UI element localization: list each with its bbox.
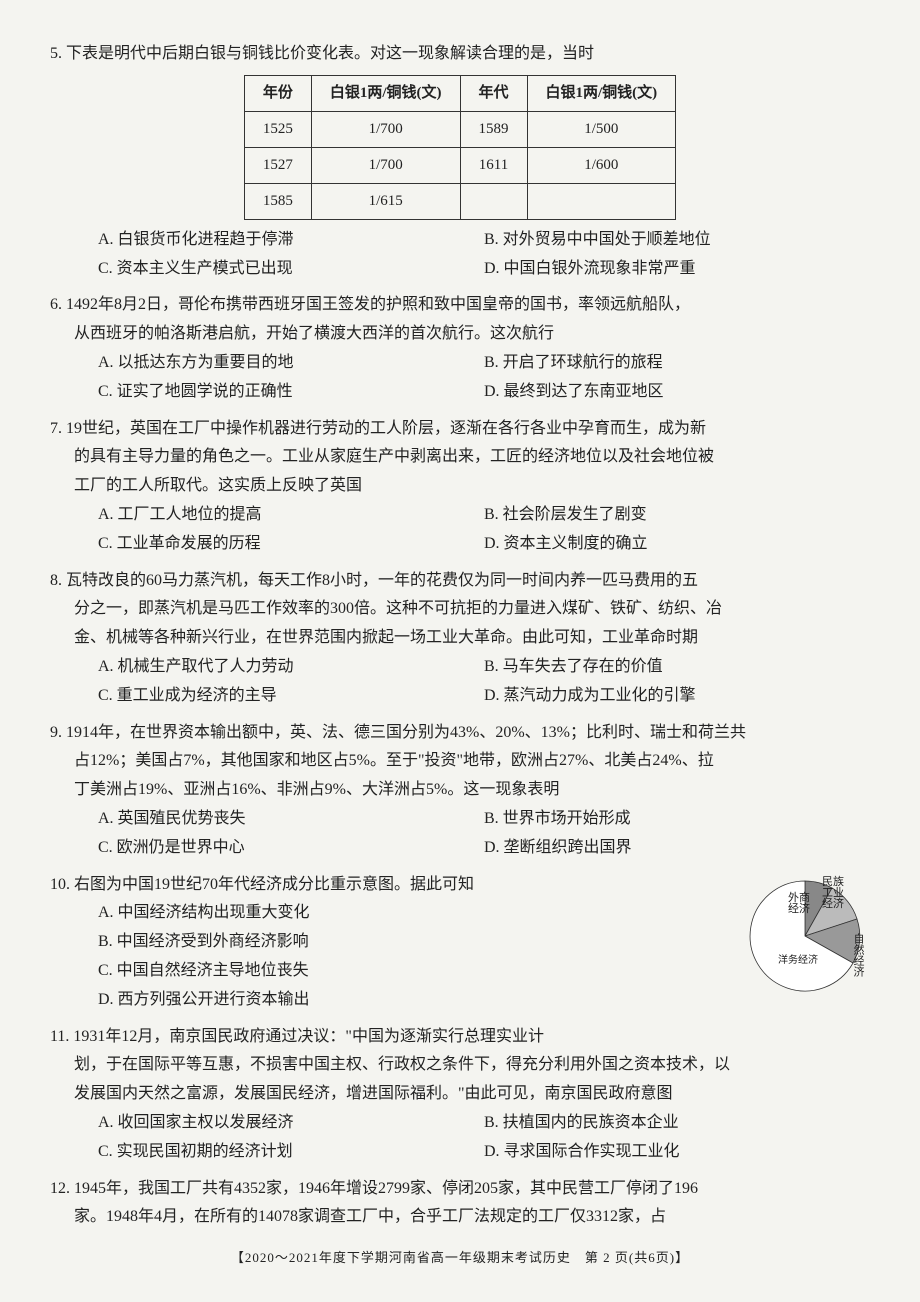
q11-stem-cont2: 发展国内天然之富源，发展国民经济，增进国际福利。"由此可见，南京国民政府意图 [50,1080,870,1109]
q12-stem-cont: 家。1948年4月，在所有的14078家调查工厂中，合乎工厂法规定的工厂仅331… [50,1203,870,1232]
question-5: 5. 下表是明代中后期白银与铜钱比价变化表。对这一现象解读合理的是，当时 年份 … [50,40,870,283]
q5-option-c: C. 资本主义生产模式已出现 [98,255,484,284]
question-12: 12. 1945年，我国工厂共有4352家，1946年增设2799家、停闭205… [50,1175,870,1233]
pie-label-minzu: 民族 [822,874,844,888]
question-10: 民族 工业 经济 外商 经济 洋务经济 自然经济 10. 右图为中国19世纪70… [50,871,870,1015]
q7-option-c: C. 工业革命发展的历程 [98,530,484,559]
q5-option-b: B. 对外贸易中中国处于顺差地位 [484,226,870,255]
q9-option-a: A. 英国殖民优势丧失 [98,805,484,834]
q8-stem-cont2: 金、机械等各种新兴行业，在世界范围内掀起一场工业大革命。由此可知，工业革命时期 [50,624,870,653]
q5-option-d: D. 中国白银外流现象非常严重 [484,255,870,284]
q6-option-c: C. 证实了地圆学说的正确性 [98,378,484,407]
question-8: 8. 瓦特改良的60马力蒸汽机，每天工作8小时，一年的花费仅为同一时间内养一匹马… [50,567,870,711]
q10-pie-chart: 民族 工业 经济 外商 经济 洋务经济 自然经济 [740,871,870,1012]
q8-stem-cont: 分之一，即蒸汽机是马匹工作效率的300倍。这种不可抗拒的力量进入煤矿、铁矿、纺织… [50,595,870,624]
q7-stem-cont2: 工厂的工人所取代。这实质上反映了英国 [50,472,870,501]
q8-option-a: A. 机械生产取代了人力劳动 [98,653,484,682]
table-header: 白银1两/铜钱(文) [311,75,460,111]
pie-label-waishang2: 经济 [788,901,810,915]
question-7: 7. 19世纪，英国在工厂中操作机器进行劳动的工人阶层，逐渐在各行各业中孕育而生… [50,415,870,559]
table-row: 1525 1/700 1589 1/500 [244,111,675,147]
q5-table: 年份 白银1两/铜钱(文) 年代 白银1两/铜钱(文) 1525 1/700 1… [244,75,676,220]
q6-stem-cont: 从西班牙的帕洛斯港启航，开始了横渡大西洋的首次航行。这次航行 [50,320,870,349]
q8-option-c: C. 重工业成为经济的主导 [98,682,484,711]
q9-option-b: B. 世界市场开始形成 [484,805,870,834]
q11-option-d: D. 寻求国际合作实现工业化 [484,1138,870,1167]
q8-stem: 8. 瓦特改良的60马力蒸汽机，每天工作8小时，一年的花费仅为同一时间内养一匹马… [50,567,870,596]
table-header: 白银1两/铜钱(文) [527,75,676,111]
pie-label-yangwu: 洋务经济 [778,953,818,966]
table-row: 年份 白银1两/铜钱(文) 年代 白银1两/铜钱(文) [244,75,675,111]
table-header: 年代 [460,75,527,111]
q6-option-a: A. 以抵达东方为重要目的地 [98,349,484,378]
table-row: 1585 1/615 [244,183,675,219]
table-header: 年份 [244,75,311,111]
q11-option-a: A. 收回国家主权以发展经济 [98,1109,484,1138]
q6-option-d: D. 最终到达了东南亚地区 [484,378,870,407]
q7-option-d: D. 资本主义制度的确立 [484,530,870,559]
q7-stem-cont: 的具有主导力量的角色之一。工业从家庭生产中剥离出来，工匠的经济地位以及社会地位被 [50,443,870,472]
q11-option-c: C. 实现民国初期的经济计划 [98,1138,484,1167]
q8-option-d: D. 蒸汽动力成为工业化的引擎 [484,682,870,711]
q7-option-b: B. 社会阶层发生了剧变 [484,501,870,530]
pie-label-waishang: 外商 [788,890,810,904]
q9-stem: 9. 1914年，在世界资本输出额中，英、法、德三国分别为43%、20%、13%… [50,719,870,748]
q5-stem: 5. 下表是明代中后期白银与铜钱比价变化表。对这一现象解读合理的是，当时 [50,40,870,69]
q11-option-b: B. 扶植国内的民族资本企业 [484,1109,870,1138]
q9-option-c: C. 欧洲仍是世界中心 [98,834,484,863]
question-11: 11. 1931年12月，南京国民政府通过决议："中国为逐渐实行总理实业计 划，… [50,1023,870,1167]
q11-stem: 11. 1931年12月，南京国民政府通过决议："中国为逐渐实行总理实业计 [50,1023,870,1052]
pie-label-jingji: 经济 [822,896,844,910]
q9-stem-cont2: 丁美洲占19%、亚洲占16%、非洲占9%、大洋洲占5%。这一现象表明 [50,776,870,805]
q9-stem-cont: 占12%；美国占7%，其他国家和地区占5%。至于"投资"地带，欧洲占27%、北美… [50,747,870,776]
q7-option-a: A. 工厂工人地位的提高 [98,501,484,530]
q7-stem: 7. 19世纪，英国在工厂中操作机器进行劳动的工人阶层，逐渐在各行各业中孕育而生… [50,415,870,444]
q6-stem: 6. 1492年8月2日，哥伦布携带西班牙国王签发的护照和致中国皇帝的国书，率领… [50,291,870,320]
question-9: 9. 1914年，在世界资本输出额中，英、法、德三国分别为43%、20%、13%… [50,719,870,863]
q12-stem: 12. 1945年，我国工厂共有4352家，1946年增设2799家、停闭205… [50,1175,870,1204]
question-6: 6. 1492年8月2日，哥伦布携带西班牙国王签发的护照和致中国皇帝的国书，率领… [50,291,870,406]
q5-option-a: A. 白银货币化进程趋于停滞 [98,226,484,255]
pie-chart-icon: 民族 工业 经济 外商 经济 洋务经济 自然经济 [740,871,870,1001]
pie-label-ziran: 自然经济 [852,932,865,976]
page-footer: 【2020～2021年度下学期河南省高一年级期末考试历史 第 2 页(共6页)】 [50,1246,870,1269]
table-row: 1527 1/700 1611 1/600 [244,147,675,183]
q6-option-b: B. 开启了环球航行的旅程 [484,349,870,378]
q9-option-d: D. 垄断组织跨出国界 [484,834,870,863]
q8-option-b: B. 马车失去了存在的价值 [484,653,870,682]
q11-stem-cont: 划，于在国际平等互惠，不损害中国主权、行政权之条件下，得充分利用外国之资本技术，… [50,1051,870,1080]
